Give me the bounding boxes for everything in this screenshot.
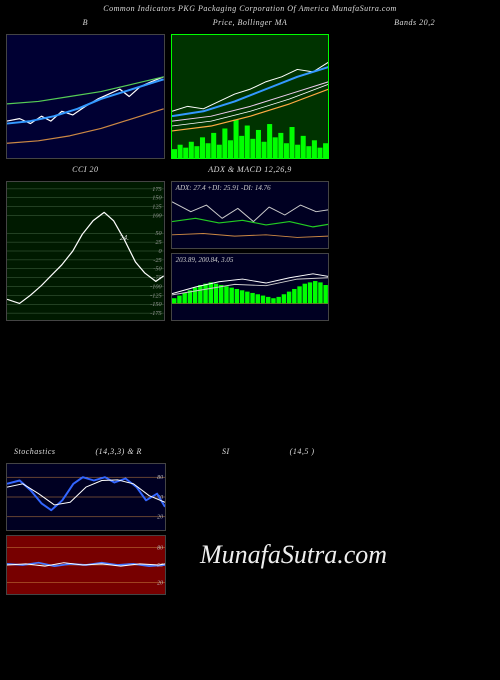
chart-title-adx-macd: ADX & MACD 12,26,9 [171,163,330,177]
svg-text:20: 20 [157,580,163,586]
row2-charts: 17515012510050250-25-50-75-100-125-150-1… [0,181,500,321]
watermark-text: MunafaSutra.com [200,540,387,570]
svg-text:-125: -125 [150,293,161,299]
spacer [0,325,500,445]
chart-title-stoch: Stochastics (14,3,3) & R [6,445,166,459]
svg-text:100: 100 [152,214,161,220]
chart-panel-bands-empty [335,34,494,159]
row1-charts [0,34,500,159]
chart-panel-rsi: 805020 [6,535,166,595]
svg-text:25: 25 [155,240,161,246]
chart-panel-stochastics: 805020 [6,463,166,531]
macd-values-label: 203.89, 200.84, 3.05 [176,256,234,264]
chart-title-price: Price, Bollinger MA [171,16,330,30]
svg-text:125: 125 [152,205,161,211]
rsi-params: (14,5 ) [290,445,315,459]
chart-panel-macd: 203.89, 200.84, 3.05 [171,253,330,321]
page-header: Common Indicators PKG Packaging Corporat… [0,0,500,16]
chart-panel-b [6,34,165,159]
svg-text:-150: -150 [150,302,161,308]
chart-title-b: B [6,16,165,30]
svg-text:-25: -25 [153,258,161,264]
svg-text:-175: -175 [150,311,161,317]
svg-text:80: 80 [157,546,163,552]
stoch-label: Stochastics [14,445,56,459]
svg-text:150: 150 [152,196,161,202]
chart-title-cci: CCI 20 [6,163,165,177]
row3-charts: 805020 805020 [0,463,500,595]
chart-panel-cci: 17515012510050250-25-50-75-100-125-150-1… [6,181,165,321]
svg-text:20: 20 [157,515,163,521]
svg-text:24.: 24. [120,234,129,242]
svg-text:-50: -50 [153,267,161,273]
chart-panel-price [171,34,330,159]
row3-title: Stochastics (14,3,3) & R SI (14,5 ) [0,445,500,459]
adx-values-label: ADX: 27.4 +DI: 25.91 -DI: 14.76 [176,184,271,192]
stoch-params: (14,3,3) & R [96,445,142,459]
svg-text:50: 50 [155,231,161,237]
chart-title-rsi: SI (14,5 ) [172,445,494,459]
chart-panel-adx: ADX: 27.4 +DI: 25.91 -DI: 14.76 [171,181,330,249]
chart-title-bands: Bands 20,2 [335,16,494,30]
svg-text:80: 80 [157,475,163,481]
svg-text:175: 175 [152,187,161,193]
svg-text:0: 0 [158,249,161,255]
row1-titles: B Price, Bollinger MA Bands 20,2 [0,16,500,30]
svg-text:-100: -100 [150,285,161,291]
row2-titles: CCI 20 ADX & MACD 12,26,9 [0,163,500,177]
rsi-label: SI [222,445,230,459]
